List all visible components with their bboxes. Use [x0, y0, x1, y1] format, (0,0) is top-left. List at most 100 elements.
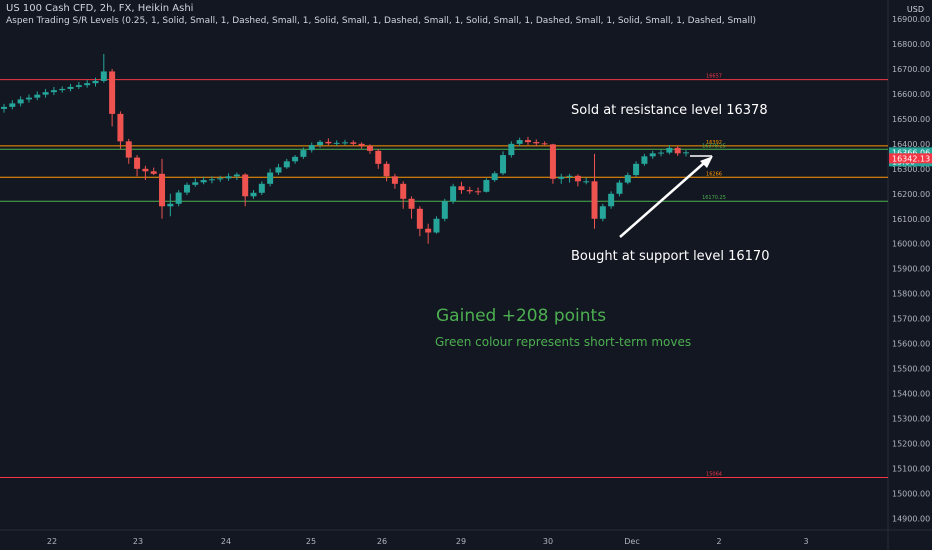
time-tick-label: 29: [456, 537, 466, 546]
annotation-green-note: Green colour represents short-term moves: [435, 335, 691, 349]
candle-body: [416, 208, 423, 229]
candle-body: [441, 201, 448, 219]
sr-level-label: 16392: [706, 140, 722, 146]
price-tick-label: 16400.00: [892, 140, 930, 149]
candle-body: [524, 140, 531, 143]
price-tick-label: 15500.00: [892, 365, 930, 374]
price-tick-label: 15600.00: [892, 340, 930, 349]
time-tick-label: 26: [377, 537, 387, 546]
candle-body: [84, 83, 91, 86]
annotation-gained: Gained +208 points: [436, 306, 606, 326]
candle-body: [267, 172, 274, 184]
candle-body: [666, 147, 673, 153]
candle-body: [400, 183, 407, 199]
candle-body: [433, 218, 440, 233]
price-tick-label: 15100.00: [892, 464, 930, 473]
candle-body: [616, 182, 623, 194]
arrow-head: [700, 156, 713, 168]
candle-body: [383, 163, 390, 177]
candle-body: [192, 182, 199, 185]
candle-body: [508, 143, 515, 156]
price-tick-label: 15700.00: [892, 315, 930, 324]
candle-body: [549, 144, 556, 179]
time-tick-label: 23: [133, 537, 143, 546]
price-tick-label: 16900.00: [892, 15, 930, 24]
candle-body: [109, 71, 116, 114]
candle-body: [142, 168, 149, 172]
candle-body: [258, 183, 265, 193]
candle-body: [17, 99, 24, 104]
symbol-title[interactable]: US 100 Cash CFD, 2h, FX, Heikin Ashi: [6, 3, 194, 14]
candle-body: [167, 203, 174, 207]
candle-body: [425, 228, 432, 233]
candle-body: [317, 141, 324, 146]
candle-body: [283, 161, 290, 168]
price-tick-label: 15900.00: [892, 265, 930, 274]
candle-body: [125, 141, 132, 158]
price-tick-label: 16600.00: [892, 90, 930, 99]
candle-body: [134, 157, 141, 169]
candle-body: [566, 175, 573, 177]
sr-level-label: 16378.25: [702, 143, 726, 149]
price-tag-bg: [889, 153, 932, 164]
candle-body: [183, 184, 190, 193]
candle-body: [408, 198, 415, 209]
candle-body: [466, 190, 473, 192]
candle-body: [333, 142, 340, 144]
candle-body: [117, 113, 124, 142]
candle-body: [533, 142, 540, 144]
arrow-line: [619, 162, 705, 238]
price-tick-label: 15800.00: [892, 290, 930, 299]
candle-body: [366, 145, 373, 151]
candle-body: [641, 156, 648, 164]
price-tick-label: 15300.00: [892, 415, 930, 424]
price-tick-label: 16700.00: [892, 65, 930, 74]
candle-body: [391, 176, 398, 184]
candle-body: [1, 106, 7, 109]
candle-body: [308, 145, 315, 151]
candle-body: [275, 167, 282, 173]
candle-body: [42, 92, 49, 95]
time-tick-label: 30: [543, 537, 553, 546]
candle-body: [233, 174, 240, 177]
price-tick-label: 15400.00: [892, 390, 930, 399]
candle-body: [208, 179, 215, 181]
candle-body: [292, 156, 299, 162]
candle-body: [574, 175, 581, 182]
price-tick-label: 15200.00: [892, 439, 930, 448]
candle-body: [483, 180, 490, 192]
candle-body: [300, 150, 307, 157]
candle-body: [591, 181, 598, 219]
sr-level-label: 16657: [706, 74, 722, 80]
candle-body: [358, 143, 365, 146]
sr-level-label: 16170.25: [702, 195, 726, 201]
price-tag-label: 16342.13: [892, 154, 930, 163]
price-tick-label: 16000.00: [892, 240, 930, 249]
candle-body: [175, 192, 182, 204]
candle-body: [683, 152, 689, 154]
candle-body: [608, 193, 615, 207]
candle-body: [558, 176, 565, 179]
candle-body: [34, 94, 41, 98]
annotation-sold: Sold at resistance level 16378: [571, 103, 768, 118]
price-tick-label: 16500.00: [892, 115, 930, 124]
candle-body: [674, 147, 681, 154]
candle-body: [342, 142, 348, 144]
candle-body: [67, 86, 74, 89]
candle-body: [583, 181, 590, 183]
candle-body: [649, 153, 656, 157]
price-axis-bg: [888, 0, 932, 550]
price-tick-label: 15000.00: [892, 489, 930, 498]
price-tick-label: 14900.00: [892, 514, 930, 523]
candle-body: [150, 171, 157, 174]
candle-body: [217, 178, 224, 180]
candle-body: [50, 90, 57, 93]
candle-body: [9, 103, 16, 107]
candle-body: [225, 176, 232, 179]
indicator-legend[interactable]: Aspen Trading S/R Levels (0.25, 1, Solid…: [6, 16, 756, 26]
candle-body: [475, 191, 482, 193]
annotation-bought: Bought at support level 16170: [571, 249, 769, 264]
candle-body: [541, 143, 548, 145]
time-tick-label: Dec: [624, 537, 639, 546]
